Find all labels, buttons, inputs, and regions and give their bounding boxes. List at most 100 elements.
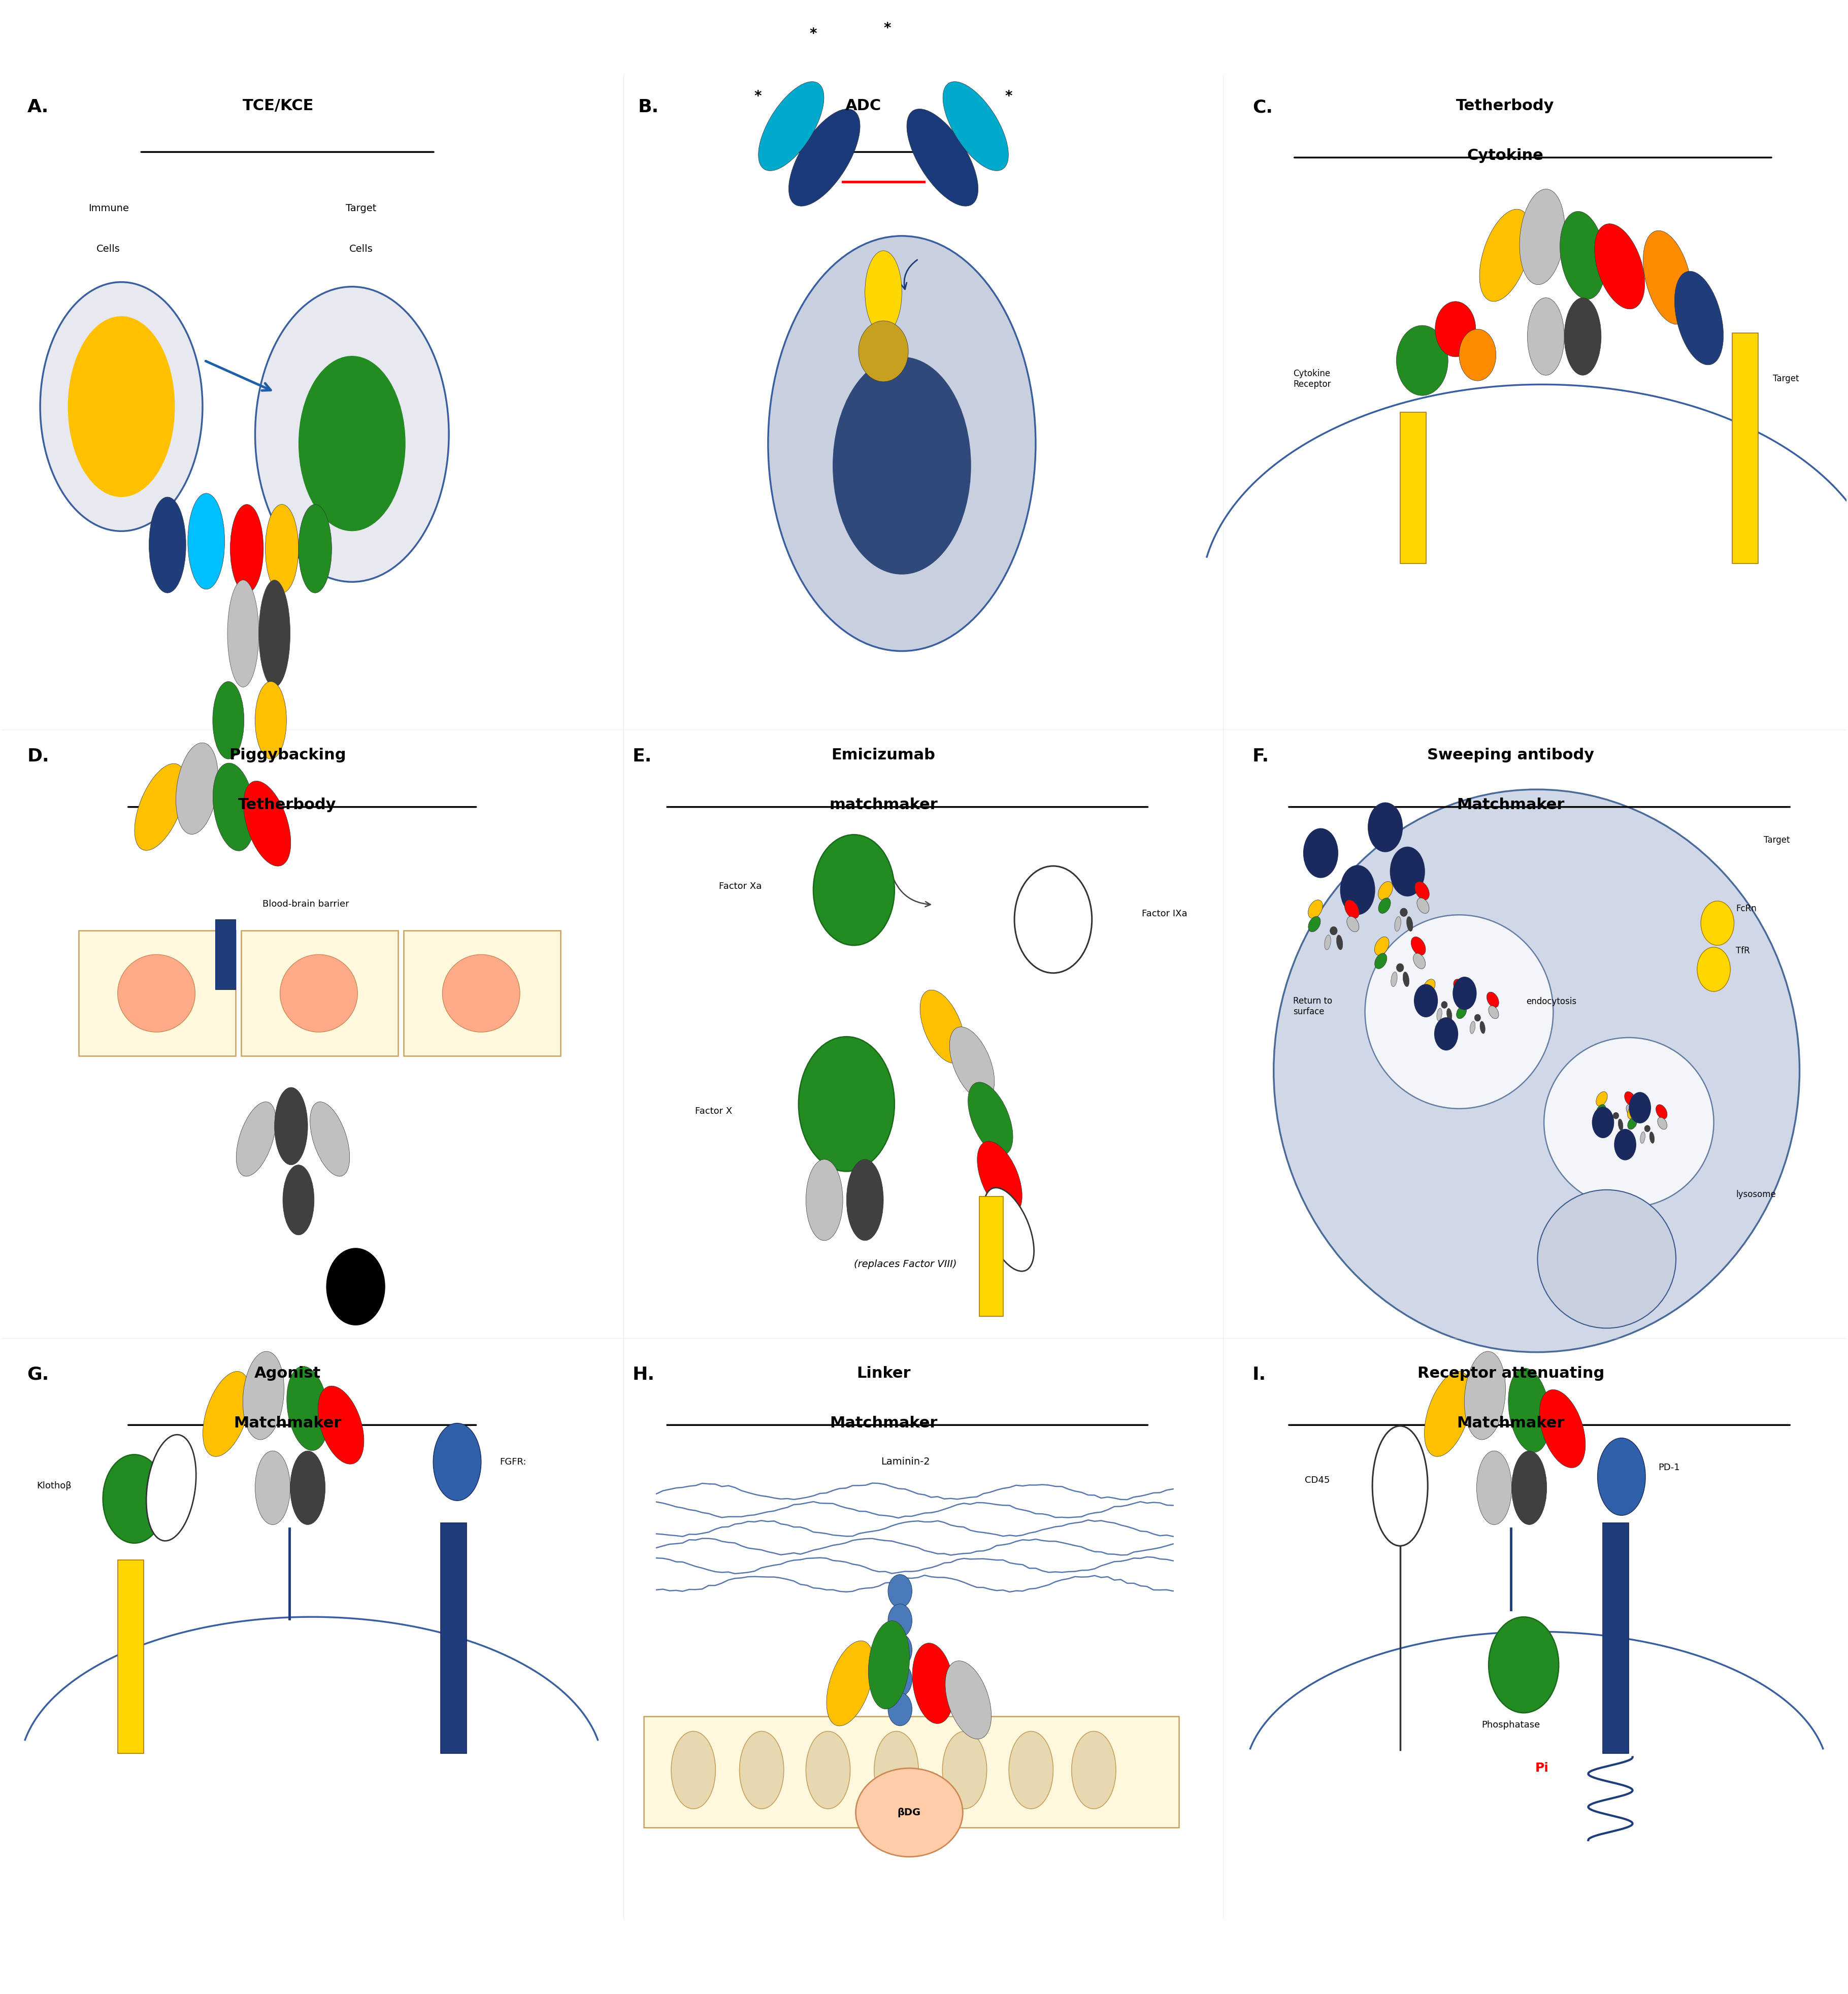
- Ellipse shape: [1469, 1021, 1475, 1033]
- Ellipse shape: [1512, 1452, 1547, 1525]
- Text: TfR: TfR: [1735, 947, 1750, 955]
- Text: endocytosis: endocytosis: [1526, 997, 1576, 1007]
- Ellipse shape: [1610, 1119, 1613, 1131]
- Ellipse shape: [290, 1452, 325, 1525]
- Text: Receptor attenuating: Receptor attenuating: [1417, 1366, 1604, 1380]
- Ellipse shape: [1619, 1119, 1623, 1131]
- Text: Cytokine: Cytokine: [1467, 148, 1543, 164]
- Ellipse shape: [865, 251, 902, 333]
- Ellipse shape: [1373, 1426, 1429, 1545]
- Ellipse shape: [1674, 271, 1724, 365]
- Ellipse shape: [432, 1424, 480, 1501]
- Ellipse shape: [244, 782, 290, 865]
- Ellipse shape: [942, 82, 1009, 171]
- Ellipse shape: [826, 1641, 874, 1727]
- Ellipse shape: [1456, 993, 1465, 1005]
- Text: Phosphatase: Phosphatase: [1482, 1721, 1539, 1729]
- Ellipse shape: [1650, 1133, 1654, 1143]
- Ellipse shape: [1645, 1125, 1650, 1133]
- Ellipse shape: [203, 1372, 249, 1456]
- Ellipse shape: [978, 1141, 1022, 1214]
- Ellipse shape: [946, 1661, 991, 1739]
- Ellipse shape: [1563, 297, 1600, 375]
- Ellipse shape: [1597, 1091, 1608, 1107]
- Text: Cells: Cells: [349, 243, 373, 253]
- Text: (replaces Factor VIII): (replaces Factor VIII): [854, 1260, 957, 1270]
- Ellipse shape: [1456, 1005, 1467, 1019]
- Ellipse shape: [213, 682, 244, 760]
- Text: Blood-brain barrier: Blood-brain barrier: [262, 899, 349, 909]
- Text: Emicizumab: Emicizumab: [832, 748, 935, 762]
- Ellipse shape: [1543, 1037, 1713, 1206]
- Ellipse shape: [286, 1366, 329, 1450]
- Text: Klothoβ: Klothoβ: [37, 1482, 72, 1490]
- Ellipse shape: [266, 504, 299, 592]
- Ellipse shape: [1375, 937, 1390, 955]
- Ellipse shape: [1273, 790, 1800, 1352]
- Ellipse shape: [255, 682, 286, 760]
- Text: Tetherbody: Tetherbody: [238, 798, 336, 812]
- Ellipse shape: [227, 580, 259, 688]
- Text: Linker: Linker: [856, 1366, 911, 1380]
- Text: A.: A.: [28, 98, 48, 116]
- Ellipse shape: [1395, 917, 1401, 931]
- Ellipse shape: [1626, 1105, 1635, 1117]
- Ellipse shape: [769, 235, 1035, 652]
- Ellipse shape: [1009, 1731, 1053, 1809]
- Ellipse shape: [889, 1693, 913, 1725]
- Ellipse shape: [299, 355, 405, 530]
- Text: Factor X: Factor X: [695, 1107, 732, 1117]
- Ellipse shape: [1392, 971, 1397, 987]
- Bar: [118, 1559, 144, 1753]
- Text: H.: H.: [632, 1366, 654, 1384]
- Ellipse shape: [889, 1633, 913, 1667]
- Ellipse shape: [907, 110, 978, 205]
- Ellipse shape: [442, 955, 519, 1033]
- Ellipse shape: [950, 1027, 994, 1101]
- Text: Factor IXa: Factor IXa: [1142, 909, 1186, 919]
- Ellipse shape: [1656, 1105, 1667, 1119]
- Text: Matchmaker: Matchmaker: [830, 1416, 937, 1430]
- Text: I.: I.: [1253, 1366, 1266, 1384]
- Ellipse shape: [1519, 189, 1565, 285]
- Ellipse shape: [856, 1769, 963, 1856]
- Text: CD45: CD45: [1305, 1476, 1331, 1486]
- Ellipse shape: [1658, 1117, 1667, 1129]
- Ellipse shape: [833, 357, 970, 574]
- Text: Sweeping antibody: Sweeping antibody: [1427, 748, 1595, 762]
- Text: lysosome: lysosome: [1735, 1190, 1776, 1198]
- Ellipse shape: [1368, 802, 1403, 851]
- Ellipse shape: [242, 1352, 285, 1440]
- Ellipse shape: [283, 1164, 314, 1234]
- Ellipse shape: [1475, 1015, 1480, 1021]
- Ellipse shape: [1015, 865, 1092, 973]
- Ellipse shape: [259, 580, 290, 688]
- Ellipse shape: [1340, 865, 1375, 915]
- Ellipse shape: [1480, 1021, 1486, 1033]
- Ellipse shape: [325, 1248, 384, 1326]
- Ellipse shape: [150, 497, 187, 592]
- Ellipse shape: [1347, 917, 1358, 931]
- Ellipse shape: [968, 1083, 1013, 1155]
- Ellipse shape: [671, 1731, 715, 1809]
- Ellipse shape: [68, 317, 176, 497]
- Ellipse shape: [237, 1103, 275, 1176]
- Ellipse shape: [983, 1188, 1035, 1272]
- Ellipse shape: [1336, 935, 1343, 949]
- Ellipse shape: [1480, 209, 1530, 301]
- Ellipse shape: [1325, 935, 1331, 949]
- Ellipse shape: [1441, 1001, 1447, 1009]
- Ellipse shape: [758, 82, 824, 171]
- Bar: [242, 931, 397, 1057]
- Ellipse shape: [281, 955, 357, 1033]
- Ellipse shape: [1624, 1091, 1635, 1107]
- Ellipse shape: [869, 1621, 909, 1709]
- Ellipse shape: [889, 1575, 913, 1607]
- Ellipse shape: [1528, 297, 1563, 375]
- Ellipse shape: [1406, 917, 1414, 931]
- Ellipse shape: [1401, 907, 1408, 917]
- Ellipse shape: [310, 1103, 349, 1176]
- Ellipse shape: [1477, 1452, 1512, 1525]
- Ellipse shape: [1641, 1133, 1645, 1143]
- Text: E.: E.: [632, 748, 652, 766]
